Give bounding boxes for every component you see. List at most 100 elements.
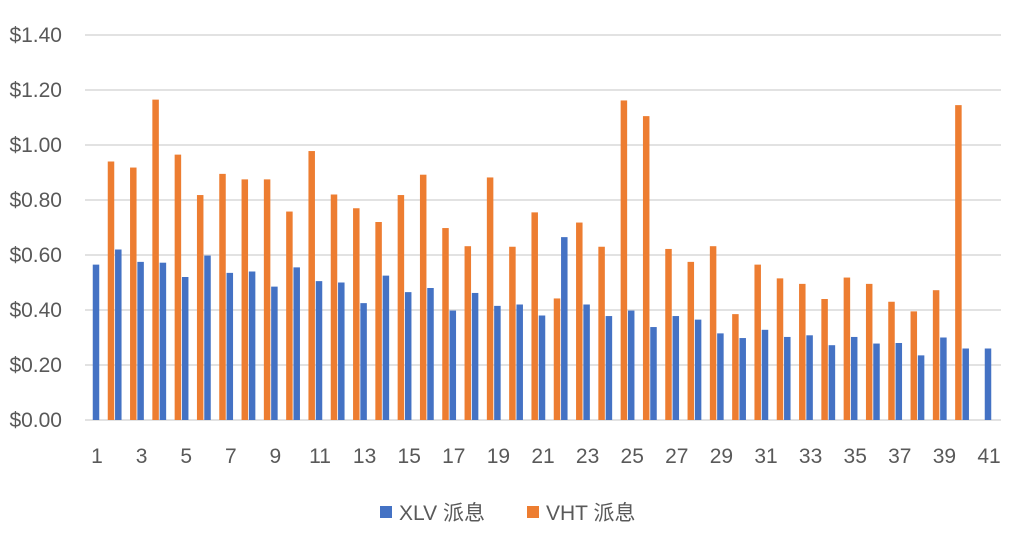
- bar-vht: [375, 222, 382, 420]
- bar-xlv: [627, 310, 635, 420]
- bar-xlv: [92, 264, 100, 420]
- bar-vht: [509, 246, 516, 420]
- bar-xlv: [449, 310, 457, 420]
- bar-xlv: [806, 335, 813, 420]
- bar-vht: [932, 290, 940, 420]
- y-tick-label: $1.00: [9, 134, 62, 157]
- x-tick-label: 7: [225, 445, 237, 468]
- bar-vht: [442, 228, 449, 420]
- bar-xlv: [538, 315, 546, 420]
- x-tick-label: 33: [799, 445, 822, 468]
- bar-xlv: [717, 333, 724, 420]
- bar-vht: [464, 246, 472, 420]
- bar-vht: [665, 248, 672, 420]
- y-tick-label: $0.80: [9, 189, 62, 212]
- y-axis-tick-labels: $0.00 $0.20 $0.40 $0.60 $0.80 $1.00 $1.20 $1.40: [9, 24, 62, 432]
- bar-vht: [263, 179, 271, 420]
- legend: XLV 派息 VHT 派息: [380, 502, 635, 525]
- bar-xlv: [338, 282, 345, 420]
- legend-label-vht: VHT 派息: [546, 502, 635, 525]
- bar-vht: [955, 105, 962, 420]
- bar-xlv: [984, 348, 992, 420]
- bar-vht: [799, 283, 806, 420]
- bar-vht: [174, 154, 182, 420]
- x-tick-label: 15: [398, 445, 421, 468]
- bar-xlv: [873, 343, 880, 420]
- x-tick-label: 5: [180, 445, 192, 468]
- x-tick-label: 25: [621, 445, 644, 468]
- bar-xlv: [672, 316, 680, 420]
- x-tick-label: 27: [665, 445, 688, 468]
- bar-xlv: [917, 355, 925, 420]
- bar-xlv: [315, 281, 323, 420]
- x-tick-label: 37: [888, 445, 911, 468]
- bar-xlv: [605, 316, 613, 420]
- x-tick-label: 39: [933, 445, 956, 468]
- legend-swatch-xlv: [380, 506, 392, 518]
- bar-xlv: [494, 305, 501, 420]
- bar-vht: [531, 212, 538, 420]
- y-tick-label: $0.00: [9, 409, 62, 432]
- bar-vht: [888, 301, 895, 420]
- x-tick-label: 17: [442, 445, 465, 468]
- bar-xlv: [895, 343, 903, 420]
- bar-xlv: [204, 255, 211, 420]
- bar-vht: [152, 99, 159, 420]
- x-tick-label: 3: [136, 445, 148, 468]
- bar-xlv: [271, 286, 278, 420]
- x-axis-tick-labels: 1 3 5 7 9 11 13 15 17 19 21 23 25 27 29 31 33 35 37 39 41: [91, 445, 1001, 468]
- bar-vht: [865, 283, 873, 420]
- bar-vht: [843, 277, 851, 420]
- bar-xlv: [850, 336, 858, 420]
- bar-vht: [353, 208, 360, 420]
- y-tick-label: $0.60: [9, 244, 62, 267]
- bar-vht: [308, 151, 315, 421]
- bar-xlv: [115, 249, 122, 420]
- bar-xlv: [404, 292, 412, 420]
- y-tick-label: $0.40: [9, 299, 62, 322]
- bar-xlv: [940, 337, 947, 420]
- legend-swatch-vht: [527, 506, 539, 518]
- bar-vht: [620, 100, 628, 420]
- bar-vht: [241, 179, 249, 420]
- bar-vht: [219, 173, 226, 420]
- bar-vht: [598, 246, 605, 420]
- x-tick-label: 13: [353, 445, 376, 468]
- bar-xlv: [561, 237, 568, 420]
- bar-xlv: [739, 338, 746, 420]
- y-tick-label: $0.20: [9, 354, 62, 377]
- bar-vht: [286, 211, 293, 420]
- bar-vht: [397, 195, 405, 420]
- bar-xlv: [761, 329, 769, 420]
- bar-vht: [732, 314, 739, 420]
- bar-vht: [576, 222, 583, 420]
- bar-vht: [642, 116, 650, 420]
- bar-vht: [196, 195, 204, 420]
- bar-xlv: [226, 272, 234, 420]
- bar-xlv: [427, 288, 434, 420]
- bar-xlv: [159, 262, 167, 420]
- bar-vht: [107, 161, 115, 420]
- bar-xlv: [248, 271, 256, 420]
- bar-xlv: [360, 303, 367, 420]
- bar-vht: [553, 298, 561, 420]
- legend-label-xlv: XLV 派息: [399, 502, 485, 525]
- x-tick-label: 21: [531, 445, 554, 468]
- bar-vht: [330, 194, 338, 420]
- x-tick-label: 41: [977, 445, 1000, 468]
- x-tick-label: 23: [576, 445, 599, 468]
- bar-xlv: [382, 275, 390, 420]
- bar-xlv: [962, 348, 969, 420]
- bar-xlv: [583, 304, 590, 420]
- x-tick-label: 31: [754, 445, 777, 468]
- x-tick-label: 29: [710, 445, 733, 468]
- bar-vht: [754, 264, 761, 420]
- x-tick-label: 1: [91, 445, 103, 468]
- bar-xlv: [293, 267, 300, 420]
- bar-xlv: [650, 327, 657, 420]
- bars: [92, 99, 992, 421]
- x-tick-label: 35: [844, 445, 867, 468]
- x-tick-label: 19: [487, 445, 510, 468]
